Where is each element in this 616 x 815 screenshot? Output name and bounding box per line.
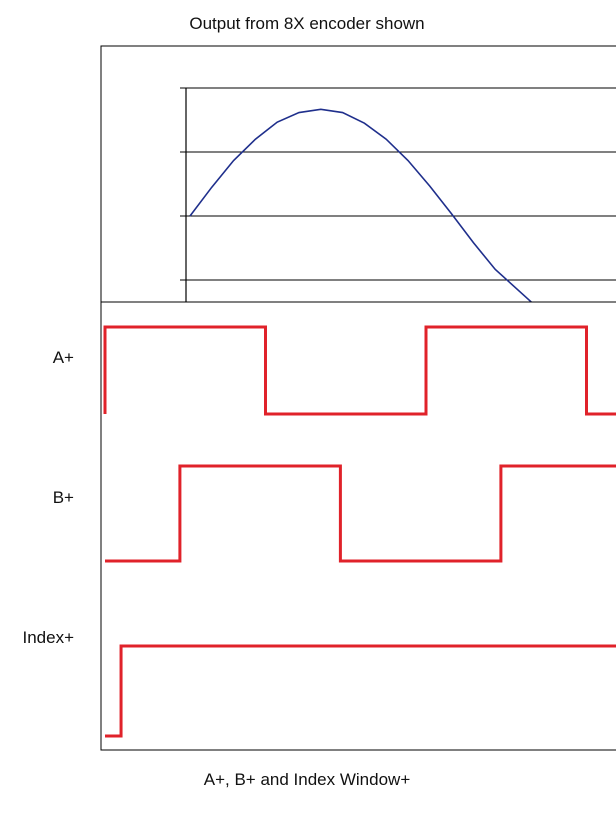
top-chart-title: Output from 8X encoder shown <box>189 14 425 33</box>
waveform-index <box>105 644 616 738</box>
waveform-a <box>103 325 616 416</box>
waveform-b <box>105 464 616 563</box>
series-line-sine <box>189 108 583 324</box>
signal-label-a: A+ <box>52 348 74 367</box>
bottom-chart-title: A+, B+ and Index Window+ <box>203 770 411 789</box>
signal-label-b: B+ <box>52 488 74 507</box>
chart-frame <box>100 45 616 317</box>
wave-frame <box>100 301 616 751</box>
signal-label-index: Index+ <box>22 628 74 647</box>
